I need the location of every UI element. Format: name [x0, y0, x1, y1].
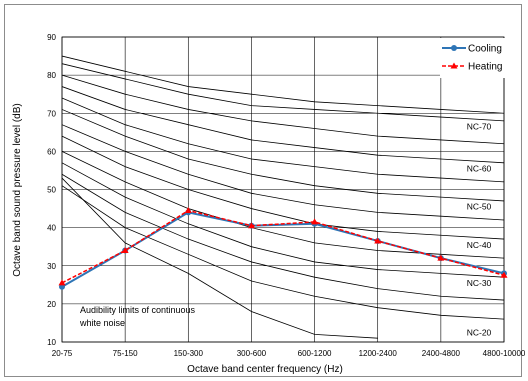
- point-heating-3: [247, 222, 255, 229]
- nc-label-nc-50: NC-50: [467, 202, 492, 212]
- nc-curve-65: [61, 74, 505, 145]
- y-tick-30: 30: [47, 262, 56, 271]
- legend-heating-label: Heating: [468, 62, 502, 73]
- y-tick-10: 10: [47, 338, 56, 347]
- nc-curves: [61, 55, 505, 320]
- point-heating-2: [184, 206, 192, 213]
- nc-label-nc-60: NC-60: [467, 164, 492, 174]
- nc-curve-25: [61, 173, 505, 301]
- y-tick-labels: 10 20 30 40 50 60 70 80 90: [47, 33, 56, 347]
- legend-box: [440, 38, 506, 78]
- x-axis-title: Octave band center frequency (Hz): [187, 364, 343, 375]
- x-tick-7: 4800-10000: [483, 349, 526, 358]
- x-tick-4: 600-1200: [298, 349, 332, 358]
- point-heating-1: [121, 247, 129, 253]
- y-tick-50: 50: [47, 186, 56, 195]
- x-tick-0: 20-75: [52, 349, 73, 358]
- y-tick-70: 70: [47, 109, 56, 118]
- x-tick-2: 150-300: [174, 349, 204, 358]
- nc-curve-70: [61, 63, 505, 122]
- series-heating-line: [61, 209, 505, 284]
- nc-curve-75: [61, 55, 505, 114]
- legend-cooling-marker: [451, 45, 457, 51]
- x-tick-3: 300-600: [237, 349, 267, 358]
- point-heating-0: [58, 279, 66, 286]
- point-heating-5: [374, 237, 382, 244]
- nc-curve-55: [61, 97, 505, 183]
- nc-label-nc-70: NC-70: [467, 122, 492, 132]
- series-cooling-line: [61, 211, 505, 288]
- y-tick-90: 90: [47, 33, 56, 42]
- y-tick-80: 80: [47, 71, 56, 80]
- y-tick-40: 40: [47, 224, 56, 233]
- nc-label-nc-30: NC-30: [467, 278, 492, 288]
- annotation-line-2: white noise: [79, 318, 125, 328]
- x-tick-labels: 20-75 75-150 150-300 300-600 600-1200 1200-24…: [52, 349, 526, 358]
- grid: [61, 36, 505, 343]
- y-axis-title: Octave band sound pressure level (dB): [12, 103, 23, 276]
- audibility-limit-curve: [61, 177, 378, 339]
- nc-labels: NC-20 NC-30 NC-40 NC-50 NC-60 NC-70: [467, 122, 492, 338]
- plot-area-border: [61, 36, 505, 343]
- audibility-curve: [61, 177, 378, 339]
- legend-cooling-label: Cooling: [468, 44, 502, 55]
- annotation-line-1: Audibility limits of continuous: [80, 305, 196, 315]
- point-heating-4: [311, 218, 319, 225]
- nc-curve-40: [61, 135, 505, 240]
- y-tick-60: 60: [47, 147, 56, 156]
- nc-curve-20: [61, 185, 505, 320]
- nc-label-nc-20: NC-20: [467, 327, 492, 337]
- nc-curve-60: [61, 86, 505, 164]
- point-heating-7: [500, 271, 508, 278]
- x-tick-6: 2400-4800: [422, 349, 461, 358]
- legend: Cooling Heating: [440, 38, 506, 78]
- nc-label-nc-40: NC-40: [467, 240, 492, 250]
- nc-curve-45: [61, 124, 505, 221]
- legend-heating-marker: [450, 62, 458, 69]
- y-tick-20: 20: [47, 300, 56, 309]
- point-heating-6: [437, 254, 445, 261]
- nc-curve-35: [61, 151, 505, 259]
- x-tick-5: 1200-2400: [359, 349, 398, 358]
- x-tick-1: 75-150: [113, 349, 138, 358]
- nc-curve-50: [61, 109, 505, 202]
- nc-curve-30: [61, 162, 505, 278]
- data-series: [58, 206, 508, 290]
